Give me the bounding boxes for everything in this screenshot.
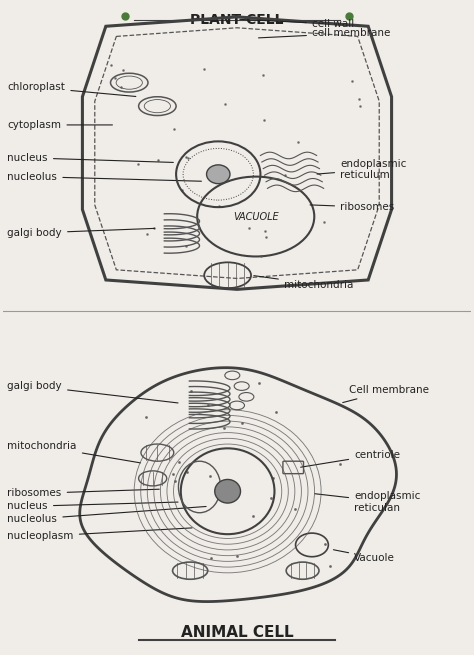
Text: PLANT CELL: PLANT CELL — [190, 13, 284, 27]
Text: endoplasmic
reticulan: endoplasmic reticulan — [315, 491, 420, 513]
Text: ANIMAL CELL: ANIMAL CELL — [181, 626, 293, 641]
Text: Vacuole: Vacuole — [333, 550, 395, 563]
Text: cytoplasm: cytoplasm — [8, 120, 112, 130]
Text: VACUOLE: VACUOLE — [233, 212, 279, 221]
Text: galgi body: galgi body — [8, 228, 155, 238]
Text: Cell membrane: Cell membrane — [343, 385, 429, 403]
Text: nucleoplasm: nucleoplasm — [8, 528, 192, 541]
Text: nucleus: nucleus — [8, 501, 178, 512]
Text: galgi body: galgi body — [8, 381, 178, 403]
Text: mitochondria: mitochondria — [254, 276, 353, 290]
Ellipse shape — [207, 165, 230, 183]
Text: nucleus: nucleus — [8, 153, 173, 163]
Text: nucleolus: nucleolus — [8, 506, 206, 524]
Text: ribosomes: ribosomes — [8, 489, 159, 498]
Text: centriole: centriole — [301, 450, 400, 467]
Text: mitochondria: mitochondria — [8, 441, 141, 463]
Text: endoplasmic
reticulum: endoplasmic reticulum — [317, 159, 406, 180]
Text: ribosomes: ribosomes — [310, 202, 394, 212]
Text: cell wall: cell wall — [240, 19, 354, 29]
Text: chloroplast: chloroplast — [8, 83, 136, 96]
Text: nucleolus: nucleolus — [8, 172, 201, 181]
Ellipse shape — [215, 479, 240, 503]
Text: cell membrane: cell membrane — [258, 28, 390, 38]
